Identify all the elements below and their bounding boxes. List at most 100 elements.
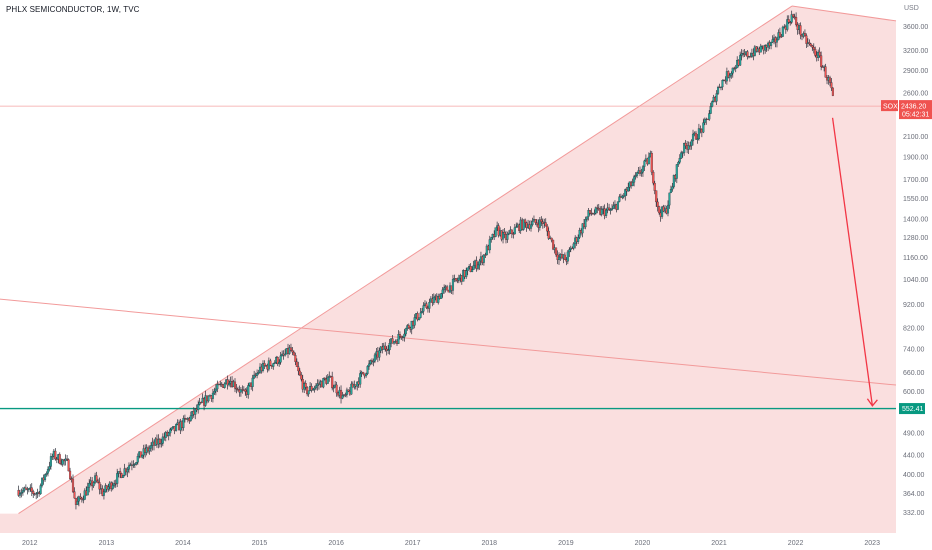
candle-body: [513, 227, 516, 235]
candle-body: [43, 474, 47, 481]
candle-body: [587, 210, 590, 217]
candle-body: [167, 432, 170, 436]
candle-body: [494, 227, 497, 237]
candle-body: [658, 206, 661, 214]
candle-body: [780, 36, 783, 38]
candle-body: [650, 152, 653, 173]
candle-body: [484, 254, 487, 256]
candle-body: [150, 445, 153, 449]
candle-body: [345, 389, 348, 395]
candle-body: [175, 424, 178, 431]
price-badge: [899, 100, 932, 120]
candle-body: [581, 223, 584, 234]
candle-body: [80, 497, 83, 500]
y-tick-label: 1160.00: [903, 255, 928, 262]
y-tick-label: 364.00: [903, 491, 925, 498]
candle-body: [550, 237, 553, 241]
candle-body: [32, 491, 35, 494]
candle-body: [594, 207, 597, 214]
candle-body: [555, 247, 558, 256]
candle-body: [41, 477, 44, 486]
candle-body: [419, 312, 422, 318]
candle-body: [220, 383, 223, 385]
candle-body: [775, 39, 779, 43]
y-tick-label: 1040.00: [903, 277, 928, 284]
candle-body: [370, 360, 374, 362]
candle-body: [48, 466, 51, 470]
candle-body: [310, 386, 313, 391]
candle-body: [27, 488, 30, 490]
candle-body: [102, 491, 105, 496]
candle-body: [759, 45, 762, 53]
candle-body: [304, 383, 307, 388]
candle-body: [696, 138, 699, 140]
candle-body: [307, 390, 310, 395]
candle-body: [593, 213, 596, 215]
candle-body: [197, 404, 200, 411]
candle-body: [432, 297, 435, 303]
y-tick-label: 600.00: [903, 389, 925, 396]
candle-body: [678, 158, 681, 163]
candle-body: [388, 343, 391, 351]
candle-body: [316, 383, 319, 386]
candle-body: [466, 267, 469, 271]
x-tick-label: 2013: [99, 540, 115, 547]
candle-body: [609, 209, 612, 211]
y-tick-label: 3200.00: [903, 48, 928, 55]
candle-body: [634, 175, 637, 177]
candle-body: [288, 347, 291, 354]
candle-body: [253, 374, 256, 379]
candle-body: [440, 293, 443, 299]
candle-body: [795, 17, 798, 25]
candle-body: [397, 334, 400, 344]
candle-body: [683, 143, 686, 153]
candle-body: [697, 128, 700, 140]
candle-body: [471, 269, 474, 272]
candle-body: [515, 226, 518, 228]
candle-body: [538, 219, 541, 228]
candle-body: [119, 471, 122, 474]
candle-body: [699, 128, 702, 130]
candle-body: [799, 25, 802, 36]
candle-body: [770, 41, 773, 46]
candle-body: [478, 260, 481, 266]
x-tick-label: 2017: [405, 540, 421, 547]
candle-body: [622, 195, 625, 197]
candle-body: [627, 187, 630, 192]
candle-body: [331, 376, 334, 389]
candle-body: [272, 363, 275, 367]
candle-body: [114, 483, 117, 485]
candle-body: [522, 219, 525, 230]
candle-body: [366, 366, 369, 374]
candle-body: [76, 501, 79, 505]
candle-body: [404, 328, 407, 335]
candle-body: [71, 478, 75, 492]
candle-body: [49, 456, 52, 467]
triangle-fill: [0, 6, 896, 533]
candle-body: [655, 190, 658, 203]
candle-body: [312, 389, 315, 391]
candle-body: [547, 230, 550, 239]
candle-body: [643, 160, 646, 167]
candle-body: [182, 417, 185, 428]
x-tick-label: 2021: [711, 540, 727, 547]
candle-body: [624, 189, 627, 197]
candle-body: [214, 388, 217, 392]
candle-body: [510, 229, 513, 234]
candle-body: [694, 132, 698, 140]
candle-body: [235, 388, 238, 390]
candle-body: [344, 394, 347, 396]
candle-body: [291, 350, 294, 353]
candle-body: [292, 351, 295, 356]
y-tick-label: 2100.00: [903, 134, 928, 141]
candle-body: [73, 491, 76, 499]
candle-body: [451, 279, 455, 291]
candle-body: [666, 204, 670, 214]
candle-body: [335, 384, 338, 394]
candle-body: [55, 458, 58, 460]
candle-body: [298, 370, 301, 376]
candle-body: [79, 496, 82, 499]
y-tick-label: 1700.00: [903, 177, 928, 184]
candle-body: [326, 377, 329, 384]
